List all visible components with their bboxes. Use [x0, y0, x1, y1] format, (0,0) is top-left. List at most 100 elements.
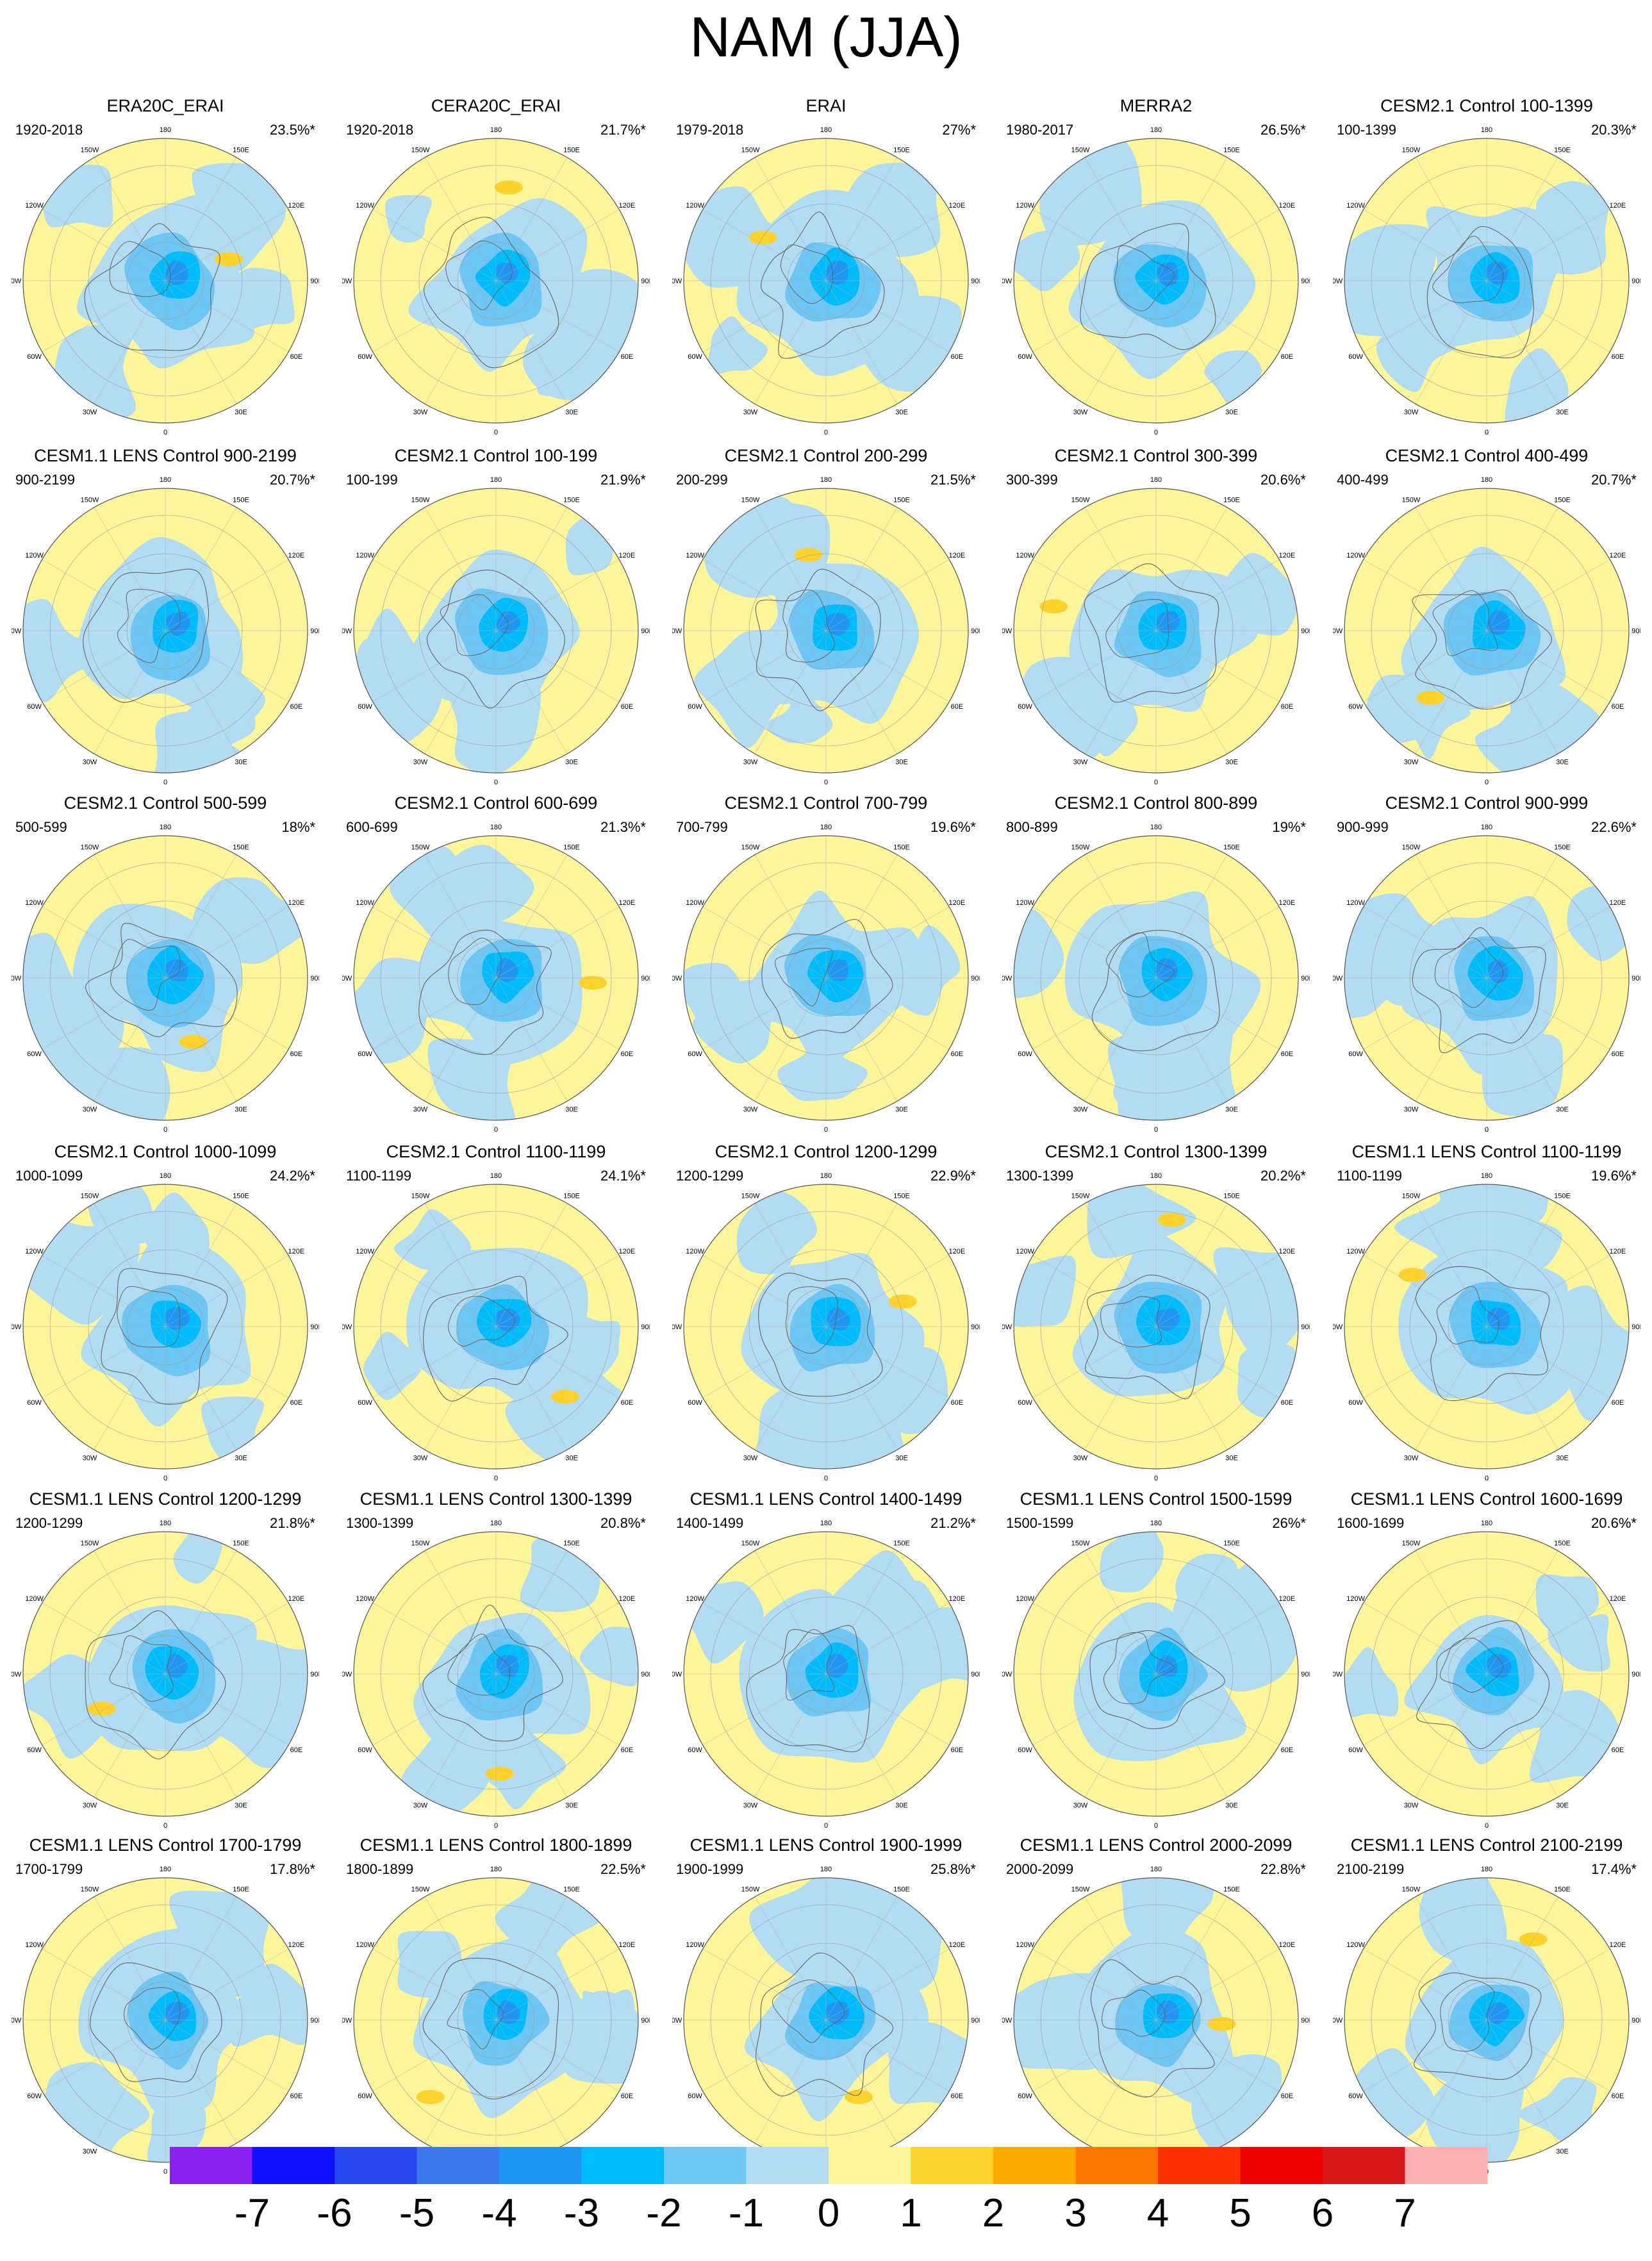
map-panel: CESM2.1 Control 700-799 180 150W 150E 120W 12…	[661, 792, 991, 1151]
longitude-label: 30E	[565, 408, 578, 416]
meridian-line	[165, 1896, 237, 2021]
panel-title: CESM1.1 LENS Control 1100-1199	[1351, 1142, 1622, 1161]
longitude-label: 150E	[893, 497, 910, 504]
meridian-line	[754, 157, 827, 281]
coastline	[447, 1989, 504, 2050]
meridian-line	[754, 280, 827, 404]
meridian-line	[1363, 630, 1487, 702]
coastline	[90, 1962, 222, 2083]
coastline	[1085, 1274, 1210, 1400]
longitude-label: 0	[1485, 779, 1489, 784]
panel-title: CESM1.1 LENS Control 1400-1499	[690, 1489, 962, 1509]
longitude-label: 90E	[971, 2017, 980, 2025]
panel-title: CESM1.1 LENS Control 1600-1699	[1350, 1489, 1623, 1509]
longitude-label: 90W	[342, 1323, 352, 1331]
longitude-label: 90W	[672, 2017, 682, 2025]
meridian-line	[495, 1948, 620, 2021]
panel-title: CESM2.1 Control 800-899	[1054, 793, 1258, 813]
meridian-line	[1363, 1602, 1487, 1675]
longitude-label: 150E	[1223, 1193, 1240, 1200]
longitude-label: 0	[824, 1822, 828, 1828]
longitude-label: 90E	[310, 1671, 319, 1678]
coastline	[746, 1625, 870, 1753]
negative-anomaly-region	[1014, 1255, 1077, 1327]
meridian-line	[702, 1602, 827, 1675]
coastline	[783, 1628, 835, 1701]
polar-map: 180 150W 150E 120W 120E 90W 90E 60W 60E 30W 30E 0	[1333, 824, 1640, 1132]
map-boundary	[1344, 488, 1630, 774]
map-boundary	[683, 138, 969, 424]
longitude-label: 150E	[563, 844, 580, 852]
meridian-line	[1032, 1602, 1157, 1675]
coastline	[1100, 1296, 1162, 1348]
explained-variance: 17.4%*	[1591, 1861, 1637, 1877]
meridian-line	[1084, 2019, 1157, 2144]
panel-years: 1920-2018	[346, 122, 414, 138]
negative-anomaly-region	[859, 1346, 948, 1434]
longitude-label: 150E	[893, 1540, 910, 1548]
longitude-label: 120W	[25, 1941, 44, 1949]
meridian-line	[495, 906, 620, 979]
map-panel: CESM1.1 LENS Control 1500-1599 180 150W 150…	[991, 1488, 1321, 1847]
panel-years: 2100-2199	[1337, 1861, 1405, 1877]
longitude-label: 60W	[27, 1399, 42, 1407]
meridian-line	[1155, 1326, 1228, 1450]
page-title: NAM (JJA)	[690, 5, 962, 69]
longitude-label: 0	[1485, 429, 1489, 435]
contour-level-minus-3	[165, 260, 188, 285]
negative-anomaly-region	[173, 1532, 224, 1584]
longitude-label: 180	[1481, 1173, 1492, 1180]
meridian-line	[1486, 906, 1610, 979]
polar-map: 180 150W 150E 120W 120E 90W 90E 60W 60E 30W 30E 0	[1333, 127, 1640, 435]
meridian-line	[42, 559, 166, 631]
meridian-line	[165, 1255, 289, 1327]
map-panel: CESM1.1 LENS Control 1400-1499 180 150W 150…	[661, 1488, 991, 1847]
panel-years: 900-2199	[15, 472, 75, 488]
meridian-line	[424, 157, 497, 281]
polar-map: 180 150W 150E 120W 120E 90W 90E 60W 60E 30W 30E 0	[342, 127, 650, 435]
meridian-line	[1486, 507, 1558, 631]
longitude-label: 90W	[342, 2017, 352, 2025]
polar-map: 180 150W 150E 120W 120E 90W 90E 60W 60E 30W 30E 0	[672, 1173, 980, 1480]
longitude-label: 60W	[1018, 703, 1032, 711]
meridian-line	[165, 854, 237, 979]
longitude-label: 90W	[1002, 2017, 1012, 2025]
longitude-label: 30E	[235, 758, 247, 766]
polar-map: 180 150W 150E 120W 120E 90W 90E 60W 60E 30W 30E 0	[12, 1866, 319, 2174]
longitude-label: 150W	[81, 1540, 99, 1548]
explained-variance: 21.5%*	[930, 472, 976, 488]
map-boundary	[683, 1531, 969, 1817]
map-panel: CESM1.1 LENS Control 1900-1999 180 150W 150…	[661, 1834, 991, 2193]
contour-level-minus-3	[825, 260, 848, 285]
meridian-line	[42, 630, 166, 702]
longitude-label: 90W	[672, 1323, 682, 1331]
meridian-line	[94, 507, 166, 631]
contour-level-minus-3	[165, 959, 188, 982]
panel-years: 200-299	[676, 472, 728, 488]
meridian-line	[1155, 1673, 1228, 1798]
coastline	[83, 568, 210, 703]
map-boundary	[683, 835, 969, 1121]
meridian-line	[1486, 1326, 1558, 1450]
longitude-label: 120W	[1346, 899, 1365, 907]
meridian-line	[825, 1326, 898, 1450]
longitude-label: 0	[824, 429, 828, 435]
longitude-label: 60W	[358, 353, 372, 361]
meridian-line	[1363, 2019, 1487, 2092]
longitude-label: 180	[160, 824, 171, 831]
negative-anomaly-region	[1548, 1611, 1610, 1672]
longitude-label: 90E	[641, 1323, 650, 1331]
coastline	[109, 241, 171, 297]
longitude-label: 0	[494, 2168, 498, 2174]
longitude-label: 90W	[1002, 1323, 1012, 1331]
longitude-label: 90W	[1002, 1671, 1012, 1678]
colorbar-tick-label: -6	[317, 2191, 352, 2235]
contour-level-minus-3	[1157, 262, 1178, 286]
meridian-line	[825, 977, 898, 1102]
meridian-line	[1155, 630, 1228, 754]
explained-variance: 20.8%*	[600, 1515, 646, 1531]
meridian-line	[825, 977, 950, 1050]
coastline	[448, 938, 502, 1006]
longitude-label: 90W	[1333, 2017, 1343, 2025]
longitude-label: 0	[494, 429, 498, 435]
